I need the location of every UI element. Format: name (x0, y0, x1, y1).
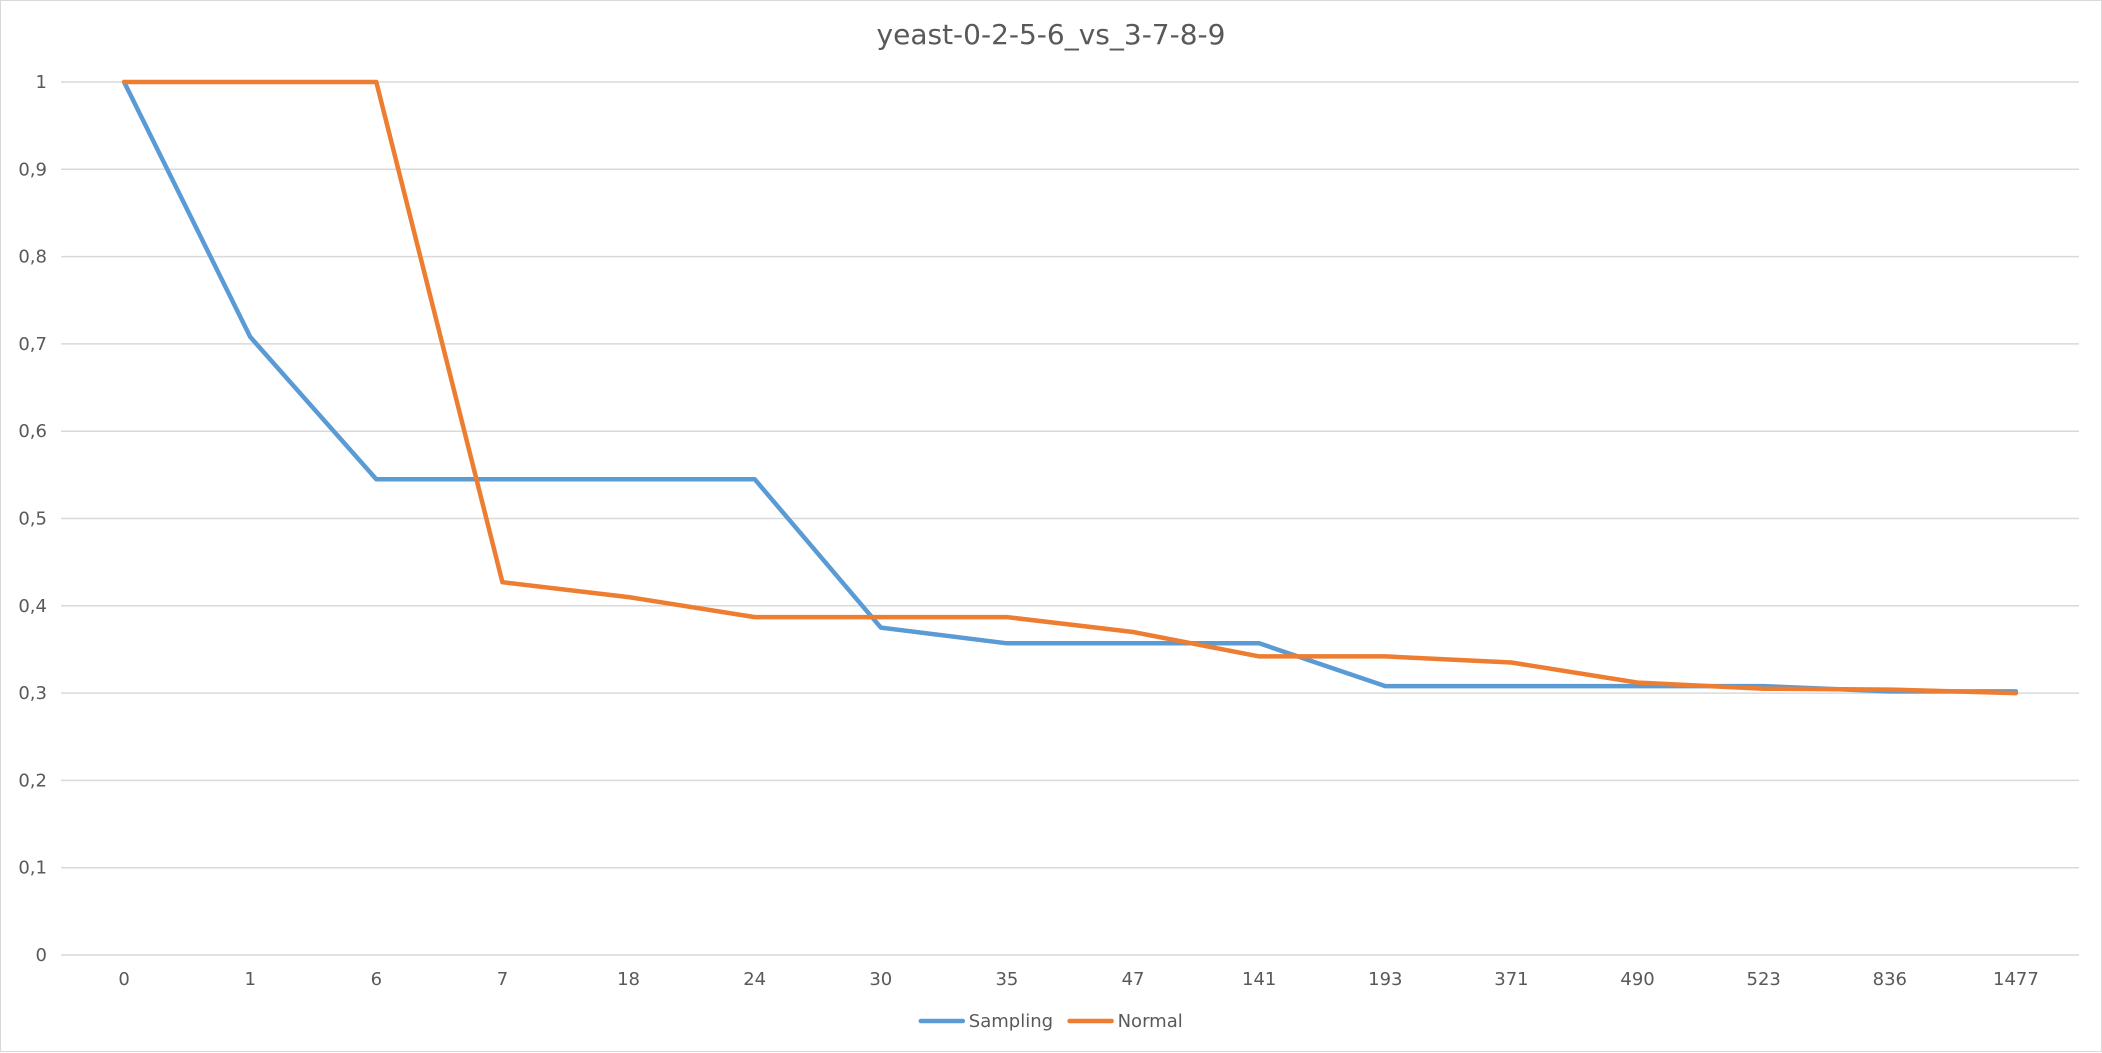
x-tick-label: 490 (1620, 969, 1654, 990)
y-tick-label: 0,7 (18, 334, 47, 355)
x-tick-label: 6 (371, 969, 382, 990)
chart-title: yeast-0-2-5-6_vs_3-7-8-9 (877, 18, 1226, 51)
y-tick-label: 0,8 (18, 247, 47, 268)
legend-label-sampling: Sampling (969, 1011, 1053, 1032)
x-tick-label: 47 (1122, 969, 1145, 990)
x-tick-label: 18 (617, 969, 640, 990)
y-tick-label: 0,9 (18, 159, 47, 180)
series-line-normal (121, 79, 2019, 696)
x-tick-label: 1477 (1993, 969, 2039, 990)
y-tick-label: 0,5 (18, 509, 47, 530)
y-tick-label: 1 (36, 72, 47, 93)
y-tick-label: 0,3 (18, 683, 47, 704)
y-tick-label: 0,2 (18, 770, 47, 791)
x-tick-label: 7 (497, 969, 508, 990)
series-line-sampling (121, 79, 2019, 694)
series-lines (121, 79, 2019, 696)
x-tick-label: 523 (1747, 969, 1781, 990)
x-tick-label: 24 (743, 969, 766, 990)
y-tick-label: 0,4 (18, 596, 47, 617)
x-tick-label: 193 (1368, 969, 1402, 990)
legend-label-normal: Normal (1118, 1011, 1183, 1032)
y-tick-label: 0,1 (18, 858, 47, 879)
x-tick-label: 30 (869, 969, 892, 990)
x-tick-label: 141 (1242, 969, 1276, 990)
y-tick-label: 0,6 (18, 421, 47, 442)
legend: Sampling Normal (918, 1011, 1183, 1032)
x-tick-label: 0 (118, 969, 129, 990)
x-tick-label: 35 (995, 969, 1018, 990)
x-tick-label: 1 (244, 969, 255, 990)
y-tick-label: 0 (36, 945, 47, 966)
axes: 0 0,1 0,2 0,3 0,4 0,5 0,6 0,7 0,8 0,9 1 0 1 6 7 18 24 30 3… (18, 72, 2038, 990)
x-tick-label: 371 (1494, 969, 1528, 990)
x-tick-label: 836 (1873, 969, 1907, 990)
gridlines (61, 81, 2079, 956)
